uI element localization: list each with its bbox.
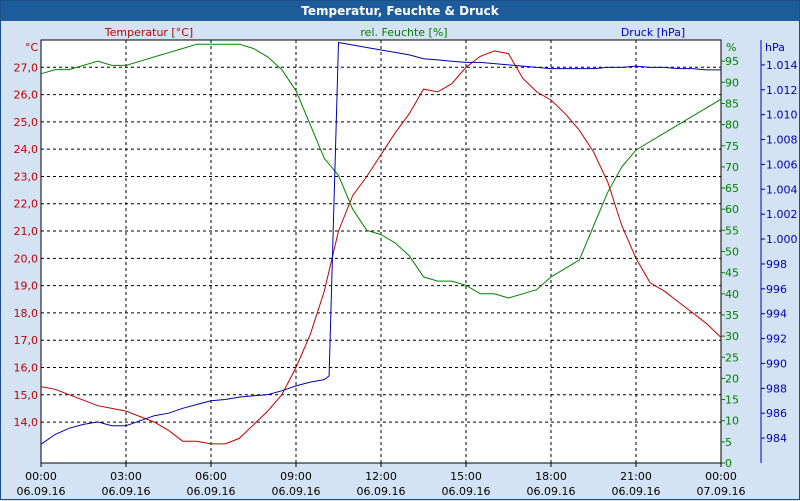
temperature-tick-label: 26,0 bbox=[14, 89, 39, 102]
x-tick-time: 18:00 bbox=[535, 470, 567, 483]
x-tick-time: 15:00 bbox=[450, 470, 482, 483]
x-tick-date: 06.09.16 bbox=[102, 485, 151, 498]
temperature-tick-label: 27,0 bbox=[14, 61, 39, 74]
humidity-tick-label: 30 bbox=[725, 330, 739, 343]
pressure-tick-label: 984 bbox=[766, 432, 787, 445]
pressure-tick-label: 998 bbox=[766, 258, 787, 271]
humidity-axis-label: rel. Feuchte [%] bbox=[360, 26, 447, 39]
humidity-unit-label: % bbox=[726, 41, 736, 54]
humidity-tick-label: 50 bbox=[725, 246, 739, 259]
temperature-tick-label: 24,0 bbox=[14, 143, 39, 156]
temperature-line bbox=[40, 50, 722, 445]
window-title: Temperatur, Feuchte & Druck bbox=[1, 1, 799, 21]
x-tick-date: 06.09.16 bbox=[442, 485, 491, 498]
temperature-tick-label: 25,0 bbox=[14, 116, 39, 129]
humidity-tick-label: 65 bbox=[725, 182, 739, 195]
temperature-tick-label: 21,0 bbox=[14, 225, 39, 238]
x-tick-date: 06.09.16 bbox=[187, 485, 236, 498]
humidity-tick-label: 5 bbox=[725, 436, 732, 449]
x-tick-time: 00:00 bbox=[25, 470, 57, 483]
pressure-tick-label: 1.012 bbox=[766, 84, 798, 97]
temperature-tick-label: 23,0 bbox=[14, 170, 39, 183]
x-tick-date: 06.09.16 bbox=[17, 485, 66, 498]
pressure-line bbox=[40, 41, 721, 445]
pressure-tick-labels: 984 986 988 990 992 994 996 998 1.000 1.002 1.004 1… bbox=[761, 59, 798, 445]
humidity-tick-label: 40 bbox=[725, 288, 739, 301]
pressure-tick-label: 992 bbox=[766, 333, 787, 346]
pressure-tick-label: 994 bbox=[766, 308, 787, 321]
humidity-tick-label: 60 bbox=[725, 203, 739, 216]
x-tick-time: 12:00 bbox=[365, 470, 397, 483]
temperature-tick-label: 18,0 bbox=[14, 307, 39, 320]
humidity-tick-label: 80 bbox=[725, 119, 739, 132]
humidity-tick-label: 85 bbox=[725, 97, 739, 110]
x-tick-date: 06.09.16 bbox=[272, 485, 321, 498]
temperature-tick-label: 22,0 bbox=[14, 198, 39, 211]
humidity-tick-label: 0 bbox=[725, 457, 732, 470]
temperature-unit-label: °C bbox=[25, 41, 39, 54]
x-tick-date: 06.09.16 bbox=[357, 485, 406, 498]
humidity-tick-label: 75 bbox=[725, 140, 739, 153]
pressure-tick-label: 1.006 bbox=[766, 158, 798, 171]
temperature-tick-label: 17,0 bbox=[14, 334, 39, 347]
x-tick-date: 07.09.16 bbox=[697, 485, 746, 498]
x-tick-time: 03:00 bbox=[110, 470, 142, 483]
x-tick-time: 06:00 bbox=[195, 470, 227, 483]
x-tick-date: 06.09.16 bbox=[612, 485, 661, 498]
series-lines bbox=[40, 41, 722, 445]
temperature-axis-label: Temperatur [°C] bbox=[104, 26, 193, 39]
pressure-tick-label: 1.004 bbox=[766, 183, 798, 196]
humidity-tick-label: 55 bbox=[725, 224, 739, 237]
temperature-tick-label: 15,0 bbox=[14, 389, 39, 402]
humidity-tick-label: 95 bbox=[725, 55, 739, 68]
pressure-tick-label: 1.010 bbox=[766, 109, 798, 122]
x-tick-time: 00:00 bbox=[705, 470, 737, 483]
temperature-tick-label: 16,0 bbox=[14, 361, 39, 374]
humidity-line bbox=[40, 43, 722, 299]
pressure-tick-label: 1.014 bbox=[766, 59, 798, 72]
pressure-tick-label: 988 bbox=[766, 382, 787, 395]
x-tick-date: 06.09.16 bbox=[527, 485, 576, 498]
humidity-tick-labels: 0 5 10 15 20 25 30 35 40 45 50 55 60 65 70 75 80 85 90 95 bbox=[721, 55, 739, 470]
pressure-tick-label: 1.008 bbox=[766, 134, 798, 147]
x-tick-time: 21:00 bbox=[620, 470, 652, 483]
temperature-tick-label: 20,0 bbox=[14, 252, 39, 265]
humidity-tick-label: 35 bbox=[725, 309, 739, 322]
temperature-tick-label: 19,0 bbox=[14, 280, 39, 293]
temperature-tick-labels: 14,0 15,0 16,0 17,0 18,0 19,0 20,0 21,0 22,0 23,0… bbox=[14, 61, 39, 429]
humidity-tick-label: 90 bbox=[725, 76, 739, 89]
humidity-tick-label: 25 bbox=[725, 351, 739, 364]
x-tick-time: 09:00 bbox=[280, 470, 312, 483]
humidity-tick-label: 20 bbox=[725, 372, 739, 385]
pressure-tick-label: 996 bbox=[766, 283, 787, 296]
temperature-tick-label: 14,0 bbox=[14, 416, 39, 429]
grid-lines bbox=[41, 40, 721, 463]
pressure-axis-label: Druck [hPa] bbox=[621, 26, 685, 39]
humidity-tick-label: 70 bbox=[725, 161, 739, 174]
humidity-tick-label: 15 bbox=[725, 394, 739, 407]
humidity-tick-label: 45 bbox=[725, 267, 739, 280]
humidity-tick-label: 10 bbox=[725, 415, 739, 428]
pressure-unit-label: hPa bbox=[765, 41, 785, 54]
pressure-tick-label: 990 bbox=[766, 357, 787, 370]
pressure-tick-label: 1.000 bbox=[766, 233, 798, 246]
x-tick-labels: 00:00 06.09.16 03:00 06.09.16 06:00 06.09.16 0… bbox=[17, 463, 746, 498]
pressure-tick-label: 1.002 bbox=[766, 208, 798, 221]
pressure-tick-label: 986 bbox=[766, 407, 787, 420]
